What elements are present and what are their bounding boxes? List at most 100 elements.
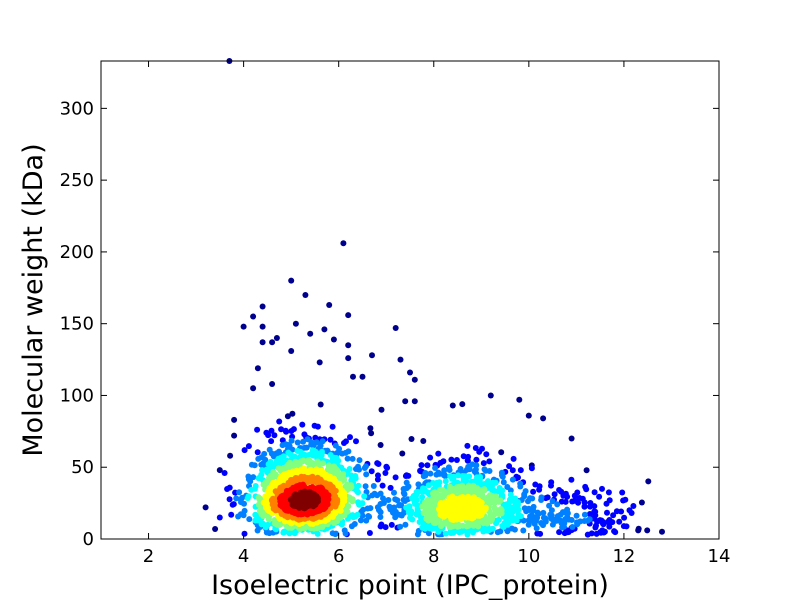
scatter-point (370, 483, 377, 489)
scatter-point (339, 450, 346, 457)
scatter-point (317, 401, 324, 408)
scatter-point (366, 530, 373, 536)
scatter-point (289, 410, 296, 417)
scatter-point (301, 497, 308, 504)
scatter-point (397, 523, 404, 530)
scatter-point (288, 437, 295, 444)
scatter-point (586, 511, 593, 517)
scatter-point (226, 496, 233, 503)
scatter-point (427, 454, 434, 461)
scatter-point (379, 482, 386, 489)
x-tick-label: 10 (517, 546, 540, 567)
scatter-point (330, 336, 337, 343)
y-tick-label: 150 (60, 314, 94, 335)
scatter-point (353, 438, 359, 445)
scatter-point (530, 488, 537, 495)
scatter-point (374, 460, 381, 467)
data-points-group (202, 58, 665, 538)
scatter-point (241, 507, 248, 514)
scatter-point (228, 511, 235, 518)
scatter-point (459, 522, 466, 529)
scatter-point (482, 467, 489, 474)
scatter-point (221, 470, 228, 476)
scatter-point (401, 491, 408, 498)
y-tick-label: 50 (71, 457, 94, 478)
scatter-point (356, 457, 363, 464)
scatter-point (265, 432, 272, 439)
scatter-point (378, 521, 385, 528)
scatter-point (620, 523, 627, 530)
scatter-point (329, 423, 336, 430)
scatter-point (599, 485, 605, 492)
scatter-point (250, 474, 257, 481)
scatter-point (460, 453, 467, 460)
scatter-point (271, 432, 278, 439)
scatter-point (408, 436, 415, 442)
scatter-point (499, 473, 506, 480)
scatter-point (411, 376, 418, 383)
scatter-point (619, 489, 626, 496)
scatter-point (284, 413, 291, 420)
scatter-point (397, 356, 404, 363)
axis-ticks-group: 2 4 6 8 10 12 14 0 50 100 150 200 250 300 (60, 61, 730, 567)
scatter-point (538, 497, 545, 503)
scatter-point (259, 467, 266, 474)
y-tick-label: 250 (60, 170, 94, 191)
scatter-point (245, 443, 252, 450)
x-tick-label: 8 (428, 546, 439, 567)
scatter-point (517, 483, 524, 490)
scatter-point (569, 524, 576, 530)
scatter-point (546, 502, 553, 509)
scatter-point (399, 450, 406, 457)
scatter-point (374, 504, 381, 511)
scatter-point (432, 465, 439, 471)
scatter-point (411, 398, 418, 405)
scatter-point (581, 511, 588, 518)
scatter-point (441, 467, 448, 474)
scatter-point (528, 465, 535, 472)
scatter-point (402, 521, 409, 528)
scatter-point (568, 435, 575, 442)
scatter-point (326, 302, 333, 308)
scatter-point (510, 455, 517, 462)
scatter-point (384, 464, 391, 471)
scatter-point (574, 519, 580, 526)
scatter-point (534, 530, 541, 537)
scatter-point (588, 530, 595, 537)
scatter-point (254, 449, 261, 456)
scatter-point (292, 320, 299, 327)
scatter-point (420, 438, 427, 444)
scatter-point (340, 240, 347, 247)
scatter-point (525, 412, 532, 419)
scatter-point (532, 481, 539, 488)
scatter-point (506, 463, 513, 470)
scatter-point (227, 452, 234, 459)
scatter-point (345, 312, 352, 319)
scatter-point (548, 482, 554, 489)
scatter-point (527, 513, 534, 520)
scatter-point (391, 489, 397, 496)
scatter-point (645, 478, 652, 485)
scatter-point (251, 462, 258, 469)
scatter-point (620, 497, 627, 504)
scatter-point (241, 500, 247, 507)
scatter-point (369, 352, 375, 359)
scatter-point (498, 449, 505, 456)
scatter-point (603, 500, 610, 507)
scatter-point (349, 455, 356, 462)
scatter-point (359, 373, 366, 380)
scatter-point (564, 514, 571, 520)
scatter-point (350, 373, 356, 380)
scatter-point (521, 505, 528, 512)
scatter-point (347, 434, 353, 441)
scatter-point (517, 467, 524, 474)
scatter-point (500, 479, 507, 486)
scatter-point (288, 277, 295, 284)
scatter-point (583, 486, 590, 493)
scatter-point (394, 497, 401, 504)
scatter-point (515, 511, 522, 518)
scatter-point (473, 456, 480, 463)
scatter-point (367, 425, 374, 432)
scatter-point (380, 495, 386, 502)
scatter-point (573, 512, 580, 519)
